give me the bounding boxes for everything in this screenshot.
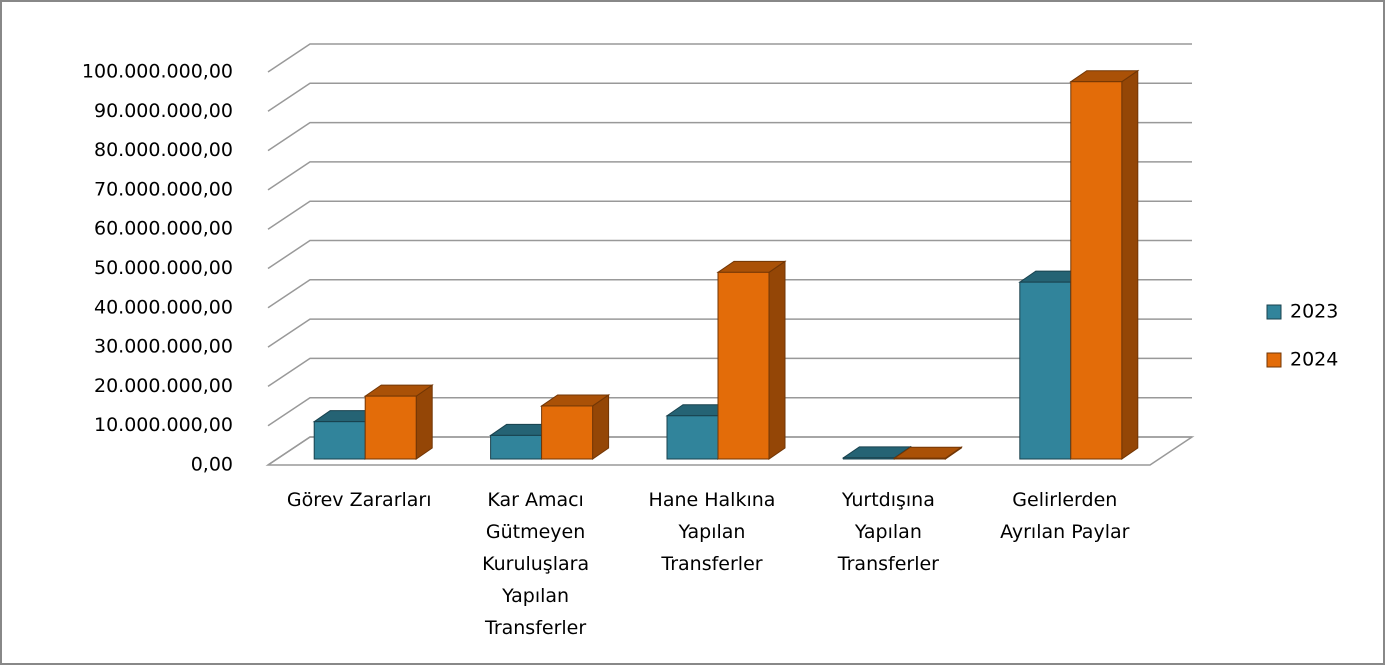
bar — [842, 457, 895, 460]
grid-line — [267, 161, 1192, 191]
y-tick-label: 80.000.000,00 — [94, 139, 233, 161]
legend-swatch — [1266, 352, 1282, 368]
y-tick-label: 50.000.000,00 — [94, 257, 233, 279]
bar — [541, 405, 594, 460]
y-tick-label: 90.000.000,00 — [94, 100, 233, 122]
bar — [1070, 81, 1123, 460]
grid-line — [267, 43, 1192, 73]
bar-side — [1121, 69, 1139, 460]
legend-label: 2023 — [1290, 301, 1338, 323]
grid-line — [267, 357, 1192, 388]
bar — [1019, 281, 1072, 460]
grid-line — [267, 318, 1192, 348]
legend-label: 2024 — [1290, 349, 1338, 371]
x-tick-label: Yurtdışına Yapılan Transferler — [837, 489, 939, 575]
bar — [893, 457, 946, 460]
x-tick-label: Gelirlerden Ayrılan Paylar — [1000, 489, 1130, 543]
bar — [364, 395, 417, 460]
y-tick-label: 30.000.000,00 — [94, 336, 233, 358]
bar — [666, 415, 719, 460]
bar — [313, 421, 366, 460]
bar-side — [768, 260, 786, 460]
y-tick-label: 0,00 — [191, 454, 233, 476]
y-tick-label: 10.000.000,00 — [94, 414, 233, 436]
grid-line — [267, 436, 1192, 466]
x-tick-label: Hane Halkına Yapılan Transferler — [648, 489, 776, 575]
y-tick-label: 40.000.000,00 — [94, 296, 233, 318]
y-tick-label: 100.000.000,00 — [82, 61, 233, 83]
grid-line — [267, 200, 1192, 230]
legend-swatch — [1266, 304, 1282, 320]
grid-line — [267, 396, 1192, 427]
grid-line — [267, 279, 1192, 309]
bar-side — [415, 384, 433, 460]
grid-line — [267, 82, 1192, 112]
bar — [490, 434, 543, 460]
x-tick-label: Kar Amacı Gütmeyen Kuruluşlara Yapılan T… — [482, 489, 590, 639]
y-tick-label: 70.000.000,00 — [94, 178, 233, 200]
y-tick-label: 60.000.000,00 — [94, 218, 233, 240]
x-tick-label: Görev Zararları — [286, 489, 432, 511]
y-tick-label: 20.000.000,00 — [94, 375, 233, 397]
bar — [717, 271, 770, 460]
grid-line — [267, 239, 1192, 270]
grid-line — [267, 121, 1192, 152]
